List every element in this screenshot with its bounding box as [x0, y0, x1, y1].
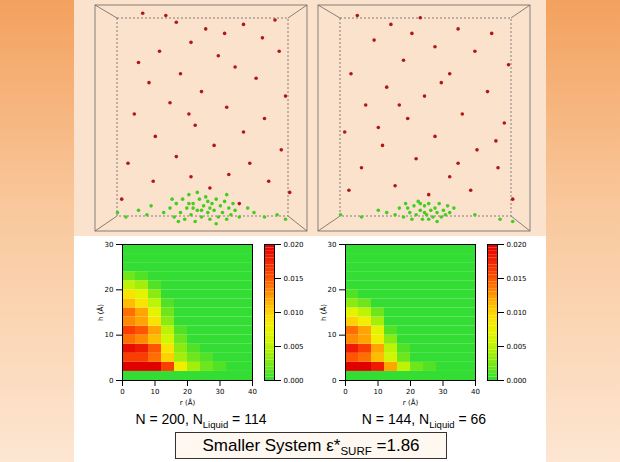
html-text:N = 200, NLiquid= 114: N = 200, NLiquid= 114: [135, 411, 267, 430]
svg-text:h (Å): h (Å): [96, 304, 105, 321]
svg-text:20: 20: [328, 286, 337, 294]
svg-text:10: 10: [374, 388, 383, 396]
svg-text:40: 40: [248, 388, 257, 396]
svg-text:20: 20: [183, 388, 192, 396]
svg-text:0: 0: [343, 388, 347, 396]
svg-text:0.020: 0.020: [284, 241, 304, 249]
html-text:Smaller System ε*SURF=1.86: Smaller System ε*SURF=1.86: [202, 436, 420, 458]
svg-text:30: 30: [216, 388, 225, 396]
svg-text:r (Å): r (Å): [180, 398, 196, 407]
svg-text:0.020: 0.020: [507, 241, 527, 249]
svg-text:h (Å): h (Å): [319, 304, 328, 321]
svg-text:0.005: 0.005: [507, 343, 527, 351]
svg-text:0.015: 0.015: [507, 275, 527, 283]
svg-text:r (Å): r (Å): [403, 398, 419, 407]
svg-text:30: 30: [439, 388, 448, 396]
svg-text:0.000: 0.000: [284, 377, 304, 385]
svg-text:30: 30: [105, 241, 114, 249]
svg-text:0.010: 0.010: [507, 309, 527, 317]
svg-text:30: 30: [328, 241, 337, 249]
svg-text:0: 0: [120, 388, 124, 396]
svg-text:20: 20: [105, 286, 114, 294]
svg-text:0.005: 0.005: [284, 343, 304, 351]
svg-text:10: 10: [328, 331, 337, 339]
svg-text:0.010: 0.010: [284, 309, 304, 317]
svg-text:0.015: 0.015: [284, 275, 304, 283]
svg-text:0.000: 0.000: [507, 377, 527, 385]
svg-text:0: 0: [109, 377, 113, 385]
svg-text:0: 0: [332, 377, 336, 385]
svg-text:40: 40: [471, 388, 480, 396]
html-text:N = 144, NLiquid= 66: N = 144, NLiquid= 66: [361, 411, 487, 430]
svg-text:10: 10: [151, 388, 160, 396]
svg-text:20: 20: [406, 388, 415, 396]
svg-text:10: 10: [105, 331, 114, 339]
